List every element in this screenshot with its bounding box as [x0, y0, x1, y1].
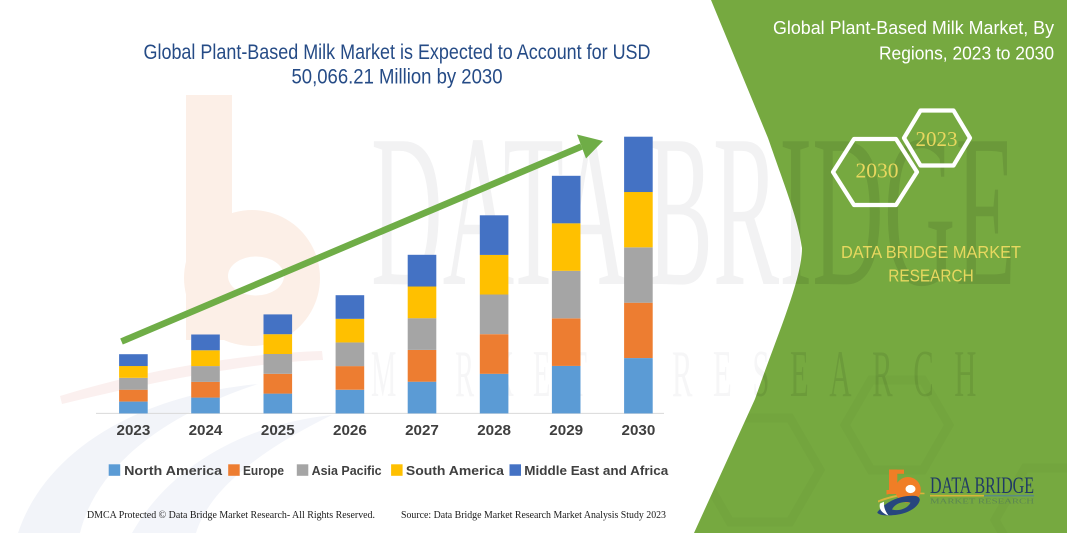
svg-text:Global Plant-Based Milk Market: Global Plant-Based Milk Market, By — [773, 17, 1055, 38]
svg-text:North America: North America — [124, 463, 223, 478]
svg-text:2029: 2029 — [549, 422, 583, 439]
svg-text:DMCA Protected © Data Bridge M: DMCA Protected © Data Bridge Market Rese… — [87, 510, 375, 521]
svg-text:South America: South America — [406, 463, 505, 478]
svg-text:2030: 2030 — [856, 159, 899, 183]
svg-text:Global Plant-Based Milk Market: Global Plant-Based Milk Market is Expect… — [144, 41, 651, 64]
svg-text:MARKET: MARKET — [371, 337, 606, 411]
svg-text:2023: 2023 — [117, 422, 151, 439]
svg-text:DATA BRIDGE: DATA BRIDGE — [930, 473, 1034, 498]
svg-text:Regions, 2023 to 2030: Regions, 2023 to 2030 — [879, 43, 1054, 64]
svg-text:2026: 2026 — [333, 422, 367, 439]
svg-text:2024: 2024 — [189, 422, 223, 439]
svg-text:MARKET RESEARCH: MARKET RESEARCH — [930, 498, 1034, 506]
svg-text:Source: Data Bridge Market Res: Source: Data Bridge Market Research Mark… — [401, 510, 666, 521]
svg-text:DATA BRIDGE MARKET: DATA BRIDGE MARKET — [841, 242, 1021, 262]
svg-text:RESEARCH: RESEARCH — [888, 266, 974, 286]
svg-text:Middle East and Africa: Middle East and Africa — [524, 463, 669, 478]
svg-text:2028: 2028 — [477, 422, 511, 439]
svg-text:Asia Pacific: Asia Pacific — [312, 463, 382, 478]
svg-text:2023: 2023 — [916, 127, 958, 151]
svg-text:2025: 2025 — [261, 422, 295, 439]
svg-text:50,066.21 Million by 2030: 50,066.21 Million by 2030 — [292, 66, 503, 89]
svg-text:2030: 2030 — [622, 422, 656, 439]
svg-text:Europe: Europe — [243, 463, 284, 478]
svg-text:2027: 2027 — [405, 422, 439, 439]
